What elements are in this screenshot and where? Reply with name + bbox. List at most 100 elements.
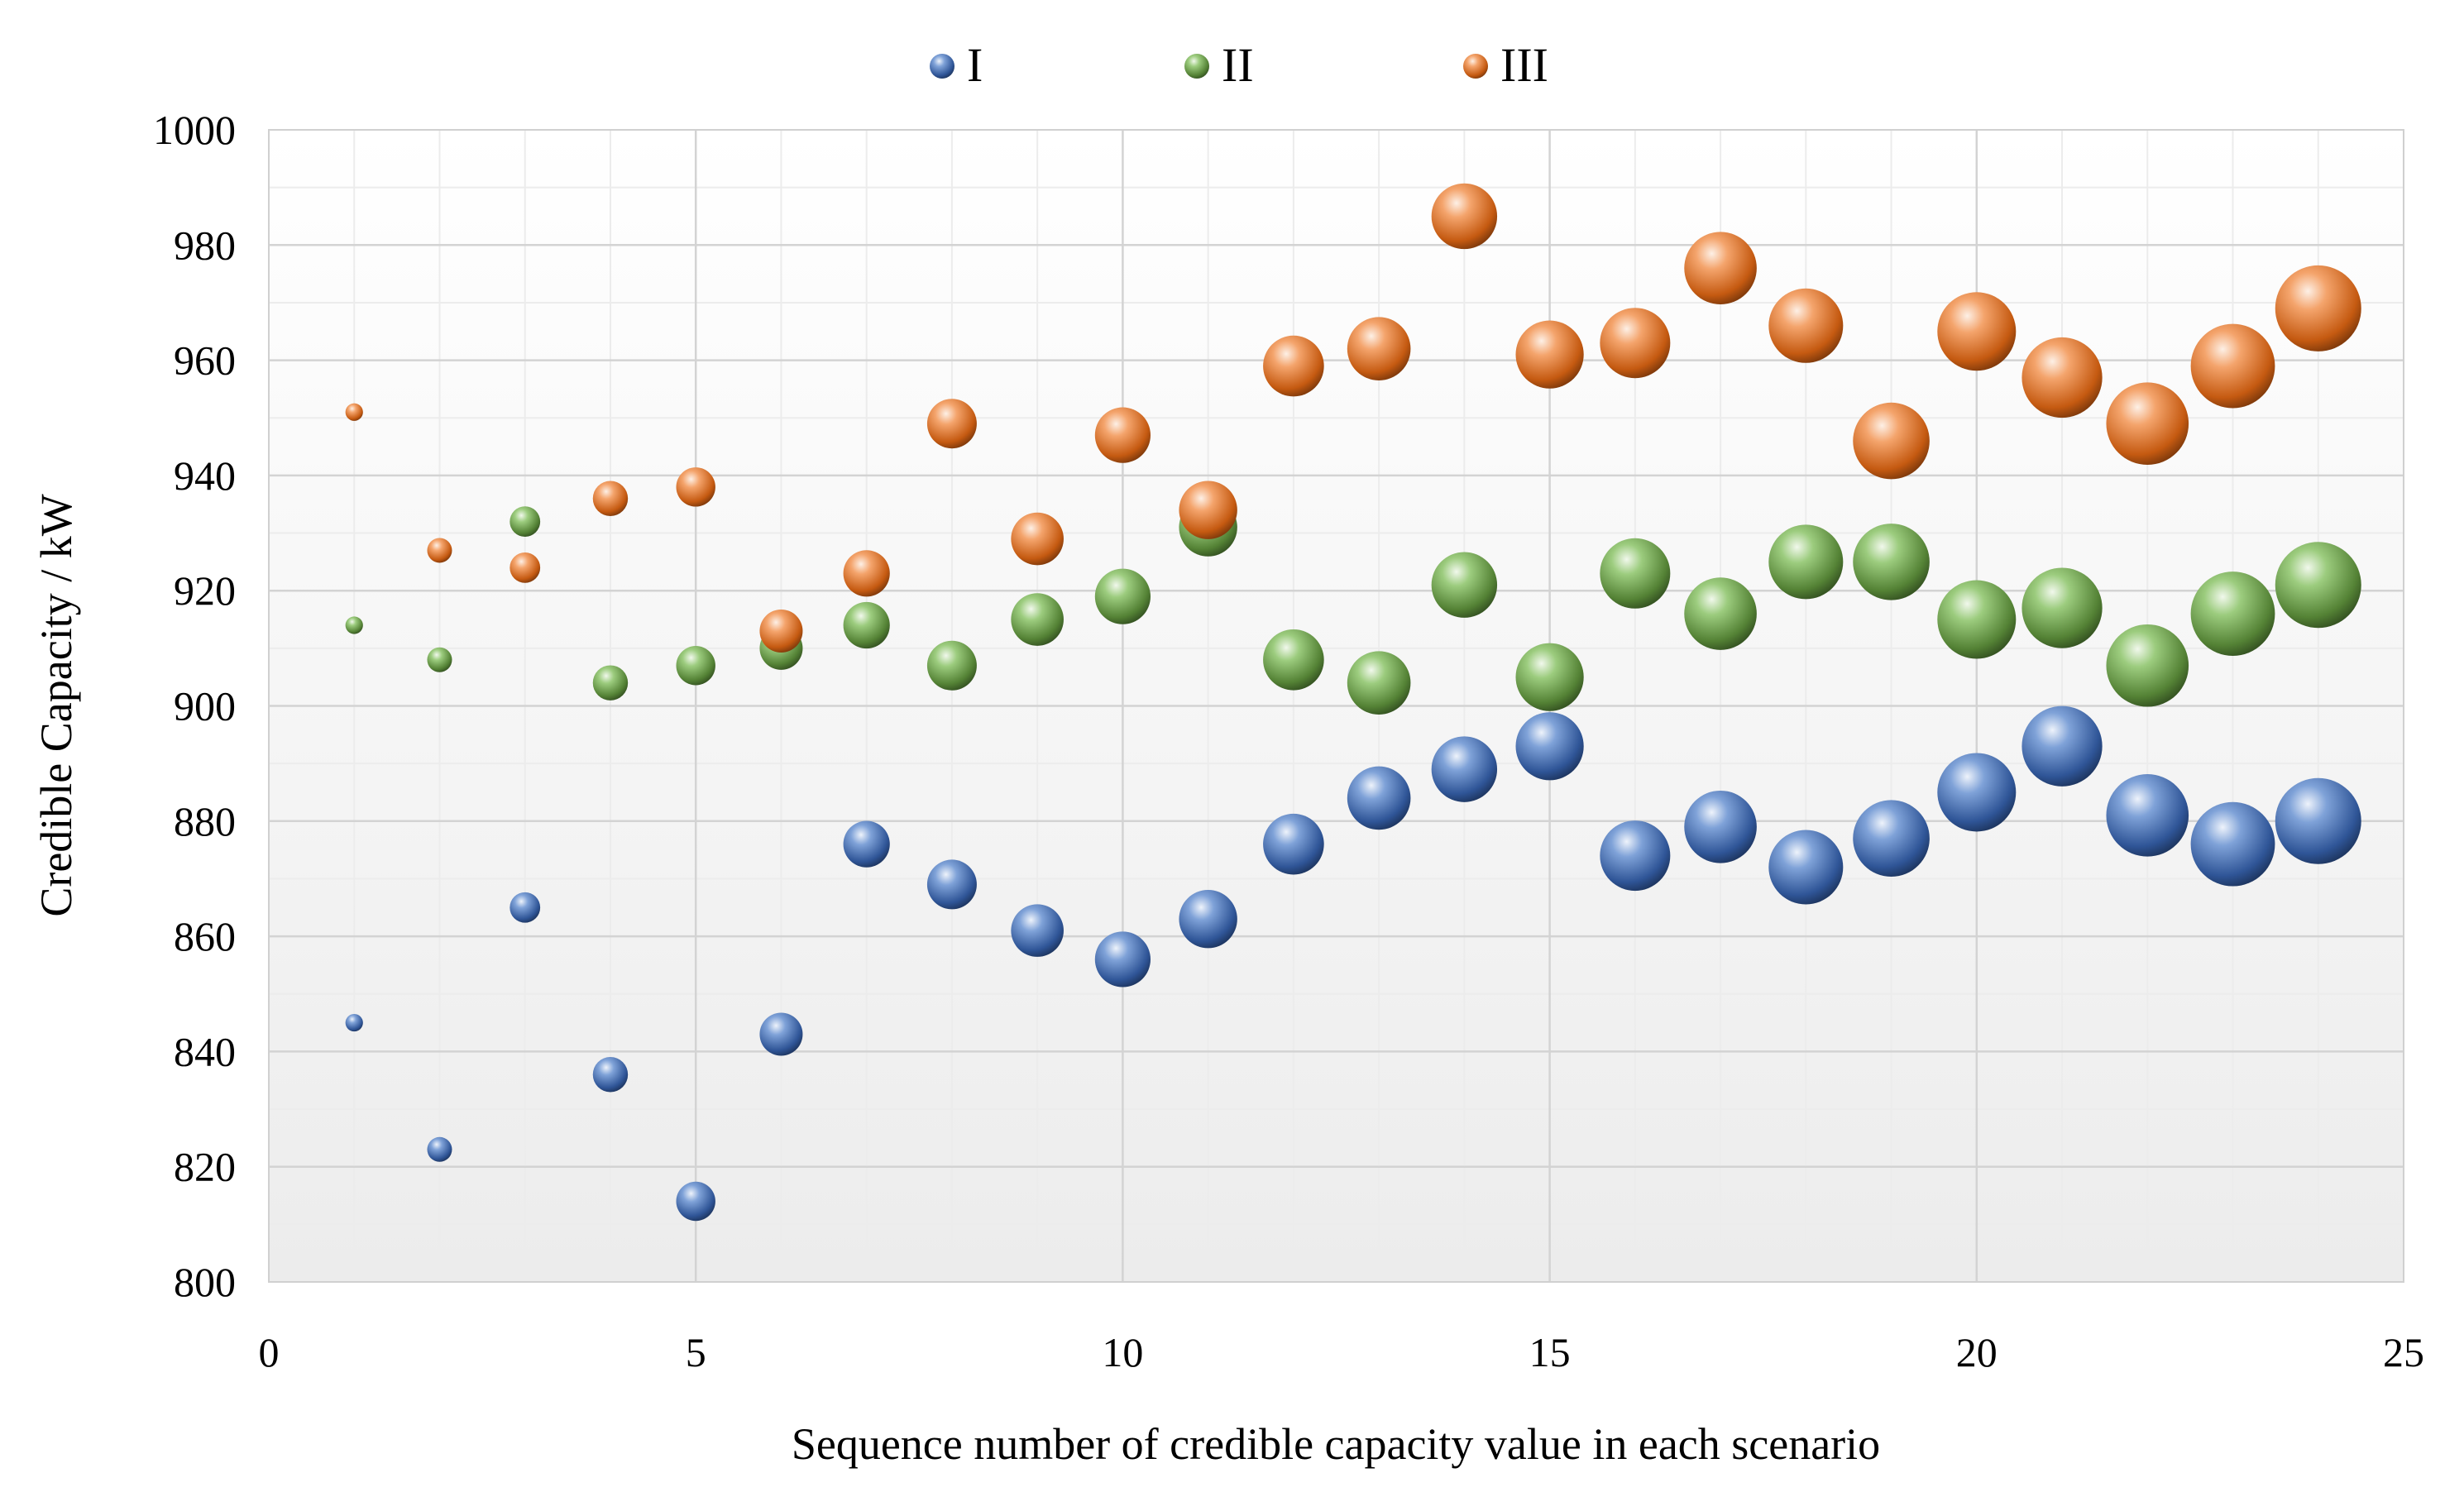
legend-item-II: II [1184,38,1254,92]
bubble-I-17 [1684,790,1757,863]
bubble-III-22 [2106,382,2189,466]
bubble-I-13 [1347,766,1411,830]
x-axis-title: Sequence number of credible capacity val… [792,1419,1880,1469]
x-axis-tick-labels: 0 5 10 15 20 25 [259,1329,2425,1375]
bubble-II-10 [1094,568,1151,624]
y-tick-label: 960 [174,337,236,384]
x-tick-label: 15 [1529,1329,1571,1375]
y-tick-label: 880 [174,798,236,844]
bubble-III-1 [345,403,363,421]
x-tick-label: 25 [2383,1329,2424,1375]
bubble-I-20 [1937,753,2017,832]
bubble-series [345,183,2361,1222]
bubble-III-15 [1515,320,1584,389]
series-II [345,498,2361,715]
bubble-II-16 [1600,538,1671,609]
bubble-II-8 [926,640,977,691]
bubble-II-24 [2275,542,2361,629]
bubble-I-10 [1094,931,1151,987]
bubble-II-3 [510,506,541,538]
bubble-I-2 [427,1136,452,1162]
bubble-II-9 [1011,593,1064,646]
bubble-III-19 [1853,402,1930,480]
bubble-I-5 [676,1181,715,1222]
bubble-III-7 [843,550,890,597]
bubble-I-6 [759,1012,803,1056]
bubble-III-24 [2275,265,2361,351]
y-tick-label: 980 [174,222,236,268]
bubble-II-21 [2021,567,2103,648]
bubble-II-23 [2190,571,2275,656]
bubble-III-18 [1768,288,1844,363]
y-tick-label: 820 [174,1144,236,1190]
legend: I II III [930,38,1548,92]
legend-marker-I [930,54,955,79]
legend-item-III: III [1463,38,1548,92]
bubble-III-3 [510,552,541,583]
y-tick-label: 860 [174,913,236,959]
y-axis-tick-labels: 800 820 840 860 880 900 920 940 960 980 1000 [153,107,236,1305]
bubble-II-19 [1853,524,1930,600]
y-tick-label: 800 [174,1259,236,1305]
y-tick-label: 840 [174,1028,236,1074]
x-tick-label: 20 [1956,1329,1998,1375]
bubble-II-22 [2106,624,2189,707]
bubble-III-6 [759,609,803,653]
legend-item-I: I [930,38,983,92]
bubble-I-16 [1600,820,1671,892]
bubble-III-11 [1179,481,1237,539]
bubble-III-23 [2190,323,2275,409]
x-tick-label: 0 [259,1329,280,1375]
bubble-III-16 [1600,308,1671,379]
legend-marker-III [1463,54,1488,79]
bubble-III-4 [592,481,629,516]
y-axis-title: Credible Capacity / kW [31,494,81,916]
bubble-III-9 [1011,512,1064,566]
bubble-I-18 [1768,830,1844,905]
bubble-II-7 [843,601,890,649]
bubble-II-17 [1684,577,1757,650]
bubble-I-9 [1011,904,1064,957]
bubble-I-1 [345,1013,363,1032]
bubble-I-4 [592,1057,629,1093]
bubble-II-4 [592,665,629,701]
bubble-I-23 [2190,801,2275,887]
x-tick-label: 5 [686,1329,706,1375]
bubble-III-5 [676,467,715,507]
bubble-III-14 [1431,183,1498,250]
bubble-II-12 [1263,629,1324,691]
y-tick-label: 940 [174,452,236,499]
bubble-I-12 [1263,813,1324,875]
bubble-II-14 [1431,552,1498,618]
bubble-II-13 [1347,651,1411,715]
y-tick-label: 920 [174,567,236,614]
bubble-II-2 [427,647,452,672]
legend-label-III: III [1500,38,1548,92]
bubble-III-2 [427,538,452,563]
bubble-III-12 [1263,335,1324,397]
legend-label-I: I [967,38,983,92]
series-I [345,705,2361,1222]
legend-label-II: II [1222,38,1254,92]
bubble-II-15 [1515,643,1584,711]
bubble-I-15 [1515,712,1584,781]
bubble-II-1 [345,616,363,634]
bubble-I-11 [1179,890,1237,949]
bubble-II-18 [1768,524,1844,600]
y-tick-label: 1000 [153,107,236,153]
bubble-III-20 [1937,292,2017,371]
bubble-I-24 [2275,777,2361,864]
series-III [345,183,2361,653]
bubble-II-20 [1937,580,2017,659]
bubble-I-22 [2106,774,2189,857]
plot-border [268,129,2404,1283]
bubble-III-21 [2021,337,2103,418]
y-tick-label: 900 [174,683,236,729]
bubble-I-14 [1431,736,1498,802]
bubble-III-8 [926,399,977,449]
x-tick-label: 10 [1102,1329,1143,1375]
bubble-I-7 [843,820,890,868]
bubble-I-8 [926,859,977,910]
bubble-II-5 [676,646,715,686]
